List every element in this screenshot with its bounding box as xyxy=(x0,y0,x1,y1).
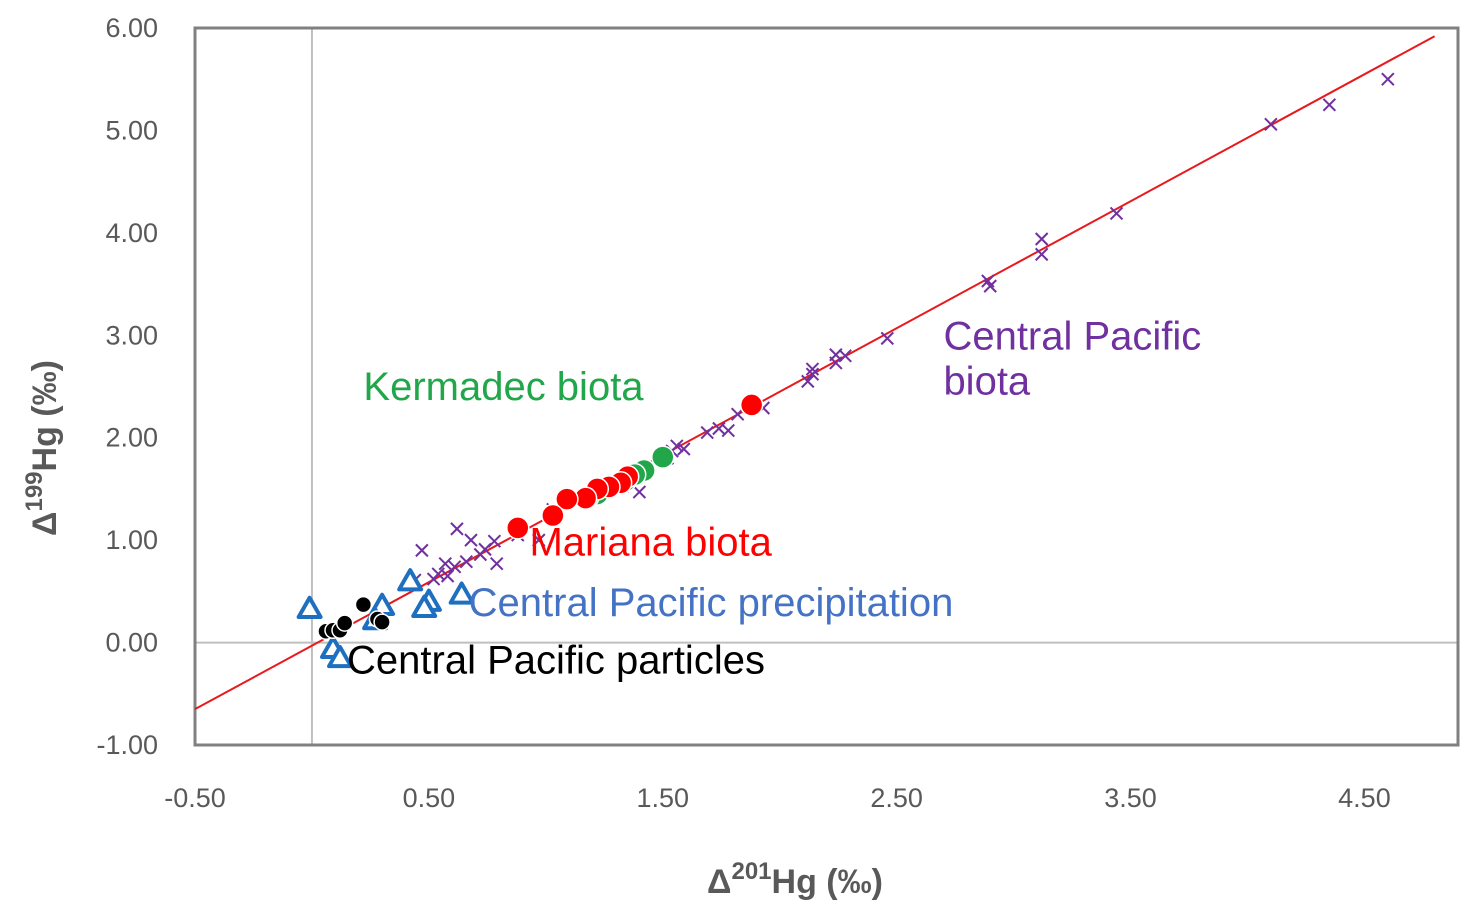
data-point-x xyxy=(1034,247,1049,262)
y-tick-label: 4.00 xyxy=(105,218,158,248)
data-point-x xyxy=(473,547,488,562)
data-point-x xyxy=(805,362,820,376)
y-axis-title: Δ199Hg (‰) xyxy=(21,360,64,536)
data-point-x xyxy=(983,279,997,293)
y-tick-label: 6.00 xyxy=(105,13,158,43)
data-point-x xyxy=(1381,72,1395,86)
data-point-x xyxy=(1264,117,1278,131)
data-point-x xyxy=(700,425,714,440)
x-tick-label: 1.50 xyxy=(636,783,689,813)
x-tick-label: -0.50 xyxy=(164,783,226,813)
data-point-triangle xyxy=(296,595,323,620)
data-point-x xyxy=(677,442,691,456)
x-tick-label: 0.50 xyxy=(403,783,456,813)
data-point-dot xyxy=(335,614,354,632)
data-point-x xyxy=(438,556,452,571)
annotation-label: Mariana biota xyxy=(529,521,772,565)
data-point-x xyxy=(805,367,820,381)
data-point-x xyxy=(459,554,474,569)
series-central-pacific-particles xyxy=(317,595,391,641)
y-tick-label: 1.00 xyxy=(105,525,158,555)
data-point-circle xyxy=(555,487,579,511)
data-point-x xyxy=(1034,232,1049,246)
annotation-label: Central Pacific xyxy=(943,315,1201,359)
plot-area-border xyxy=(193,26,1460,747)
y-tick-label: 3.00 xyxy=(105,320,158,350)
data-point-x xyxy=(490,556,504,571)
annotation-label: Central Pacific particles xyxy=(347,638,765,682)
data-point-x xyxy=(880,331,895,346)
data-point-circle xyxy=(651,445,675,469)
data-point-x xyxy=(532,533,546,547)
x-tick-label: 2.50 xyxy=(870,783,923,813)
y-tick-label: 0.00 xyxy=(105,628,158,658)
data-point-x xyxy=(447,560,462,574)
axes: -1.00 0.00 1.00 2.00 3.00 4.00 5.00 6.00 -0.50 0.… xyxy=(96,13,1460,813)
data-point-x xyxy=(712,421,726,436)
data-point-x xyxy=(450,522,464,536)
data-point-x xyxy=(829,356,843,370)
data-point-dot xyxy=(373,613,391,631)
data-point-triangle xyxy=(411,594,438,618)
data-point-x xyxy=(632,485,647,499)
y-tick-label: -1.00 xyxy=(96,730,158,760)
series-mariana-biota xyxy=(506,393,764,540)
data-point-triangle xyxy=(327,644,354,669)
data-point-x xyxy=(464,533,478,547)
data-point-circle xyxy=(541,503,565,528)
y-tick-label: 5.00 xyxy=(105,115,158,145)
x-axis-title: Δ201Hg (‰) xyxy=(707,858,883,901)
data-point-circle xyxy=(739,393,764,417)
x-tick-label: 4.50 xyxy=(1338,783,1391,813)
data-point-circle xyxy=(506,516,530,540)
data-point-x xyxy=(426,572,441,586)
annotation-label: Central Pacific precipitation xyxy=(469,581,954,625)
data-point-triangle xyxy=(397,568,424,592)
annotation-label: biota xyxy=(943,360,1030,404)
data-point-dot xyxy=(354,595,373,614)
data-point-x xyxy=(1109,206,1124,221)
data-point-x xyxy=(801,374,815,389)
data-point-x xyxy=(1322,98,1337,112)
data-point-triangle xyxy=(448,581,475,605)
data-point-x xyxy=(415,543,429,558)
annotation-label: Kermadec biota xyxy=(363,365,644,409)
x-tick-label: 3.50 xyxy=(1104,783,1157,813)
y-tick-label: 2.00 xyxy=(105,423,158,453)
data-marks xyxy=(296,72,1395,669)
